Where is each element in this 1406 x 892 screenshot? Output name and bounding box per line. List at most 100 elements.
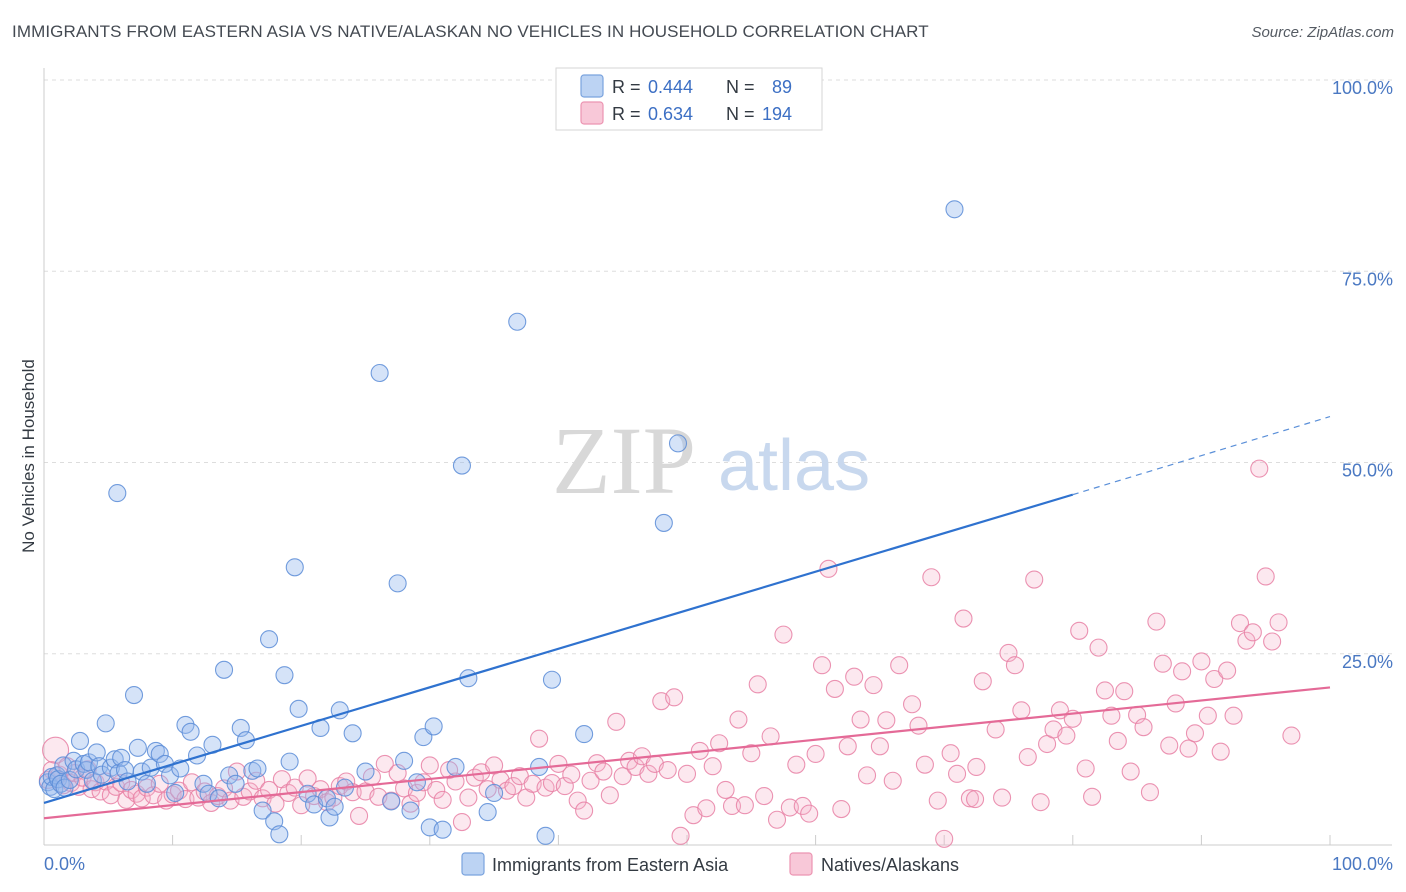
legend-swatch-natives xyxy=(580,101,604,125)
point-natives xyxy=(459,788,478,807)
point-natives xyxy=(452,812,472,832)
point-natives xyxy=(948,764,967,783)
point-natives xyxy=(1031,793,1050,812)
point-natives xyxy=(1076,759,1095,778)
point-natives xyxy=(1005,656,1024,675)
y-tick-label: 25.0% xyxy=(1342,652,1393,672)
legend-bottom-swatch-natives xyxy=(789,852,813,876)
point-immigrants xyxy=(478,803,497,822)
point-immigrants xyxy=(508,312,527,331)
point-natives xyxy=(427,780,446,799)
point-natives xyxy=(973,672,992,691)
point-natives xyxy=(1243,623,1262,642)
point-natives xyxy=(607,712,626,731)
point-natives xyxy=(504,777,523,796)
legend-top: R = 0.444 N = 89 R = 0.634 N = 194 xyxy=(555,67,823,131)
point-natives xyxy=(1140,783,1160,802)
legend-bottom: Immigrants from Eastern Asia Natives/Ala… xyxy=(461,852,959,876)
point-natives xyxy=(761,727,780,746)
point-natives xyxy=(658,760,677,780)
point-natives xyxy=(755,786,774,806)
point-natives xyxy=(1115,682,1134,701)
y-tick-label: 100.0% xyxy=(1332,78,1393,98)
point-natives xyxy=(117,790,136,809)
point-immigrants xyxy=(325,797,344,816)
tick-labels: 25.0% 50.0% 75.0% 100.0% 0.0% 100.0% xyxy=(44,78,1393,874)
point-natives xyxy=(568,791,587,810)
data-points xyxy=(38,200,1301,848)
point-immigrants xyxy=(542,670,562,689)
point-natives xyxy=(581,771,600,790)
point-natives xyxy=(954,609,973,628)
point-natives xyxy=(1179,739,1198,758)
point-natives xyxy=(1070,621,1089,640)
point-immigrants xyxy=(181,722,200,741)
y-tick-label: 50.0% xyxy=(1342,461,1393,481)
point-natives xyxy=(941,744,960,763)
point-natives xyxy=(735,796,754,815)
point-natives xyxy=(433,790,452,809)
point-immigrants xyxy=(945,200,964,219)
point-immigrants xyxy=(343,724,362,743)
point-natives xyxy=(1057,726,1076,745)
point-immigrants xyxy=(395,751,414,770)
point-immigrants xyxy=(128,738,147,757)
trend-line-immigrants xyxy=(43,493,1074,804)
point-immigrants xyxy=(401,801,420,820)
point-natives xyxy=(710,734,729,753)
point-immigrants xyxy=(407,773,426,792)
point-natives xyxy=(401,794,420,813)
point-immigrants xyxy=(320,808,339,827)
point-immigrants xyxy=(289,699,308,718)
trend-line-immigrants-extension xyxy=(1072,416,1331,496)
point-immigrants xyxy=(280,752,299,771)
legend-r-value: 0.444 xyxy=(648,77,693,97)
point-natives xyxy=(298,769,317,788)
legend-n-label: N = xyxy=(726,104,755,124)
trend-lines xyxy=(43,416,1331,820)
point-immigrants xyxy=(194,774,213,793)
point-natives xyxy=(922,568,941,587)
point-natives xyxy=(671,826,690,845)
point-natives xyxy=(729,710,748,729)
point-natives xyxy=(697,799,716,818)
x-tick-label: 0.0% xyxy=(44,854,85,874)
point-natives xyxy=(935,829,954,848)
grid-lines xyxy=(44,79,1392,655)
point-natives xyxy=(549,754,568,773)
point-natives xyxy=(1153,654,1172,673)
point-natives xyxy=(787,755,806,774)
legend-swatch-immigrants xyxy=(580,74,604,98)
point-immigrants xyxy=(209,789,228,808)
point-natives xyxy=(1089,638,1108,657)
point-natives xyxy=(967,757,986,777)
point-immigrants xyxy=(79,753,99,772)
legend-n-value: 194 xyxy=(762,104,792,124)
point-natives xyxy=(806,744,825,764)
watermark-zip: ZIP xyxy=(552,407,696,514)
point-natives xyxy=(613,767,632,786)
y-tick-label: 75.0% xyxy=(1342,269,1393,289)
point-natives xyxy=(857,766,877,785)
legend-row-immigrants: R = 0.444 N = 89 xyxy=(580,74,792,98)
point-natives xyxy=(375,754,394,773)
point-natives xyxy=(883,771,902,790)
point-natives xyxy=(838,737,857,756)
point-immigrants xyxy=(87,743,106,762)
point-natives xyxy=(890,656,909,675)
trend-line-natives xyxy=(43,686,1331,820)
point-natives xyxy=(1250,459,1269,478)
point-immigrants xyxy=(137,774,156,793)
point-natives xyxy=(1102,706,1121,725)
point-immigrants xyxy=(446,757,465,777)
point-natives xyxy=(1198,706,1217,725)
point-natives xyxy=(594,762,613,781)
point-natives xyxy=(1185,724,1205,743)
point-immigrants xyxy=(654,513,673,532)
point-natives xyxy=(575,801,594,820)
point-natives xyxy=(1018,747,1037,767)
point-natives xyxy=(960,789,979,808)
legend-bottom-swatch-immigrants xyxy=(461,852,485,876)
point-natives xyxy=(742,744,761,763)
point-immigrants xyxy=(575,725,594,744)
